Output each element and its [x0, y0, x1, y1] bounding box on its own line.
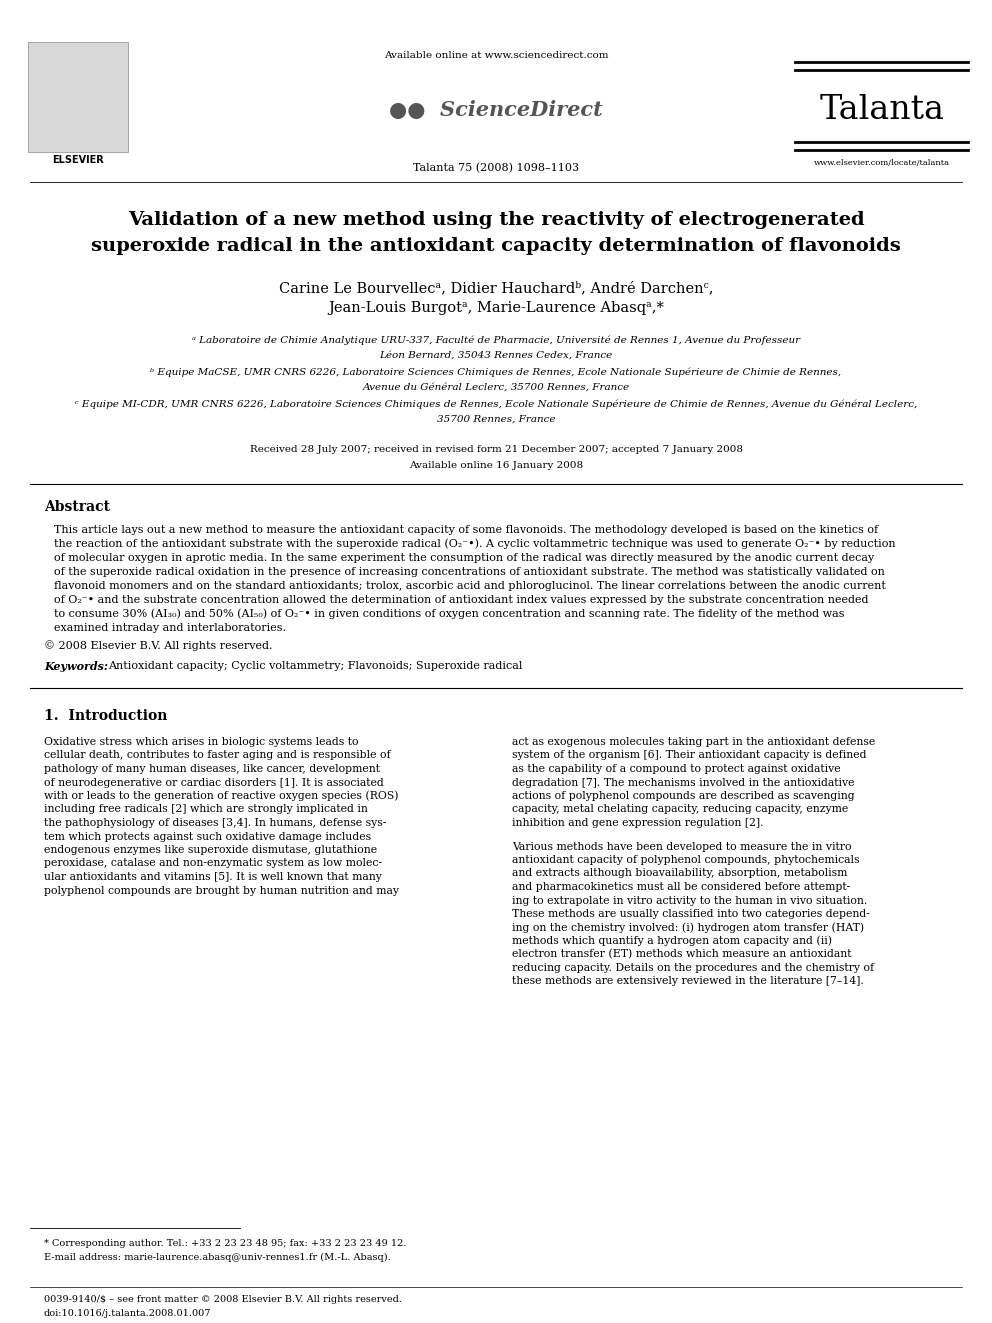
Text: Keywords:: Keywords:: [44, 660, 108, 672]
Bar: [28, 42, 128, 152]
Text: Validation of a new method using the reactivity of electrogenerated: Validation of a new method using the rea…: [128, 210, 864, 229]
Text: of O₂⁻• and the substrate concentration allowed the determination of antioxidant: of O₂⁻• and the substrate concentration …: [54, 595, 869, 605]
Text: peroxidase, catalase and non-enzymatic system as low molec-: peroxidase, catalase and non-enzymatic s…: [44, 859, 382, 868]
Text: ELSEVIER: ELSEVIER: [53, 155, 104, 165]
Text: of the superoxide radical oxidation in the presence of increasing concentrations: of the superoxide radical oxidation in t…: [54, 568, 885, 577]
Text: Léon Bernard, 35043 Rennes Cedex, France: Léon Bernard, 35043 Rennes Cedex, France: [379, 351, 613, 360]
Text: ᵃ Laboratoire de Chimie Analytique URU-337, Faculté de Pharmacie, Université de : ᵃ Laboratoire de Chimie Analytique URU-3…: [191, 335, 801, 345]
Text: Talanta 75 (2008) 1098–1103: Talanta 75 (2008) 1098–1103: [413, 163, 579, 173]
Text: These methods are usually classified into two categories depend-: These methods are usually classified int…: [512, 909, 870, 919]
Text: reducing capacity. Details on the procedures and the chemistry of: reducing capacity. Details on the proced…: [512, 963, 874, 972]
Text: the reaction of the antioxidant substrate with the superoxide radical (O₂⁻•). A : the reaction of the antioxidant substrat…: [54, 538, 896, 549]
Text: 1.  Introduction: 1. Introduction: [44, 709, 168, 722]
Text: Avenue du Général Leclerc, 35700 Rennes, France: Avenue du Général Leclerc, 35700 Rennes,…: [362, 382, 630, 392]
Text: inhibition and gene expression regulation [2].: inhibition and gene expression regulatio…: [512, 818, 764, 828]
Text: ᶜ Equipe MI-CDR, UMR CNRS 6226, Laboratoire Sciences Chimiques de Rennes, Ecole : ᶜ Equipe MI-CDR, UMR CNRS 6226, Laborato…: [74, 400, 918, 409]
Text: ular antioxidants and vitamins [5]. It is well known that many: ular antioxidants and vitamins [5]. It i…: [44, 872, 382, 882]
Text: electron transfer (ET) methods which measure an antioxidant: electron transfer (ET) methods which mea…: [512, 950, 851, 959]
Text: Available online at www.sciencedirect.com: Available online at www.sciencedirect.co…: [384, 50, 608, 60]
Text: as the capability of a compound to protect against oxidative: as the capability of a compound to prote…: [512, 763, 840, 774]
Text: endogenous enzymes like superoxide dismutase, glutathione: endogenous enzymes like superoxide dismu…: [44, 845, 377, 855]
Text: examined intraday and interlaboratories.: examined intraday and interlaboratories.: [54, 623, 286, 632]
Text: tem which protects against such oxidative damage includes: tem which protects against such oxidativ…: [44, 831, 371, 841]
Text: and pharmacokinetics must all be considered before attempt-: and pharmacokinetics must all be conside…: [512, 882, 850, 892]
Text: methods which quantify a hydrogen atom capacity and (ii): methods which quantify a hydrogen atom c…: [512, 935, 832, 946]
Text: 35700 Rennes, France: 35700 Rennes, France: [436, 414, 556, 423]
Text: these methods are extensively reviewed in the literature [7–14].: these methods are extensively reviewed i…: [512, 976, 864, 987]
Text: of neurodegenerative or cardiac disorders [1]. It is associated: of neurodegenerative or cardiac disorder…: [44, 778, 384, 787]
Text: polyphenol compounds are brought by human nutrition and may: polyphenol compounds are brought by huma…: [44, 885, 399, 896]
Text: ᵇ Equipe MaCSE, UMR CNRS 6226, Laboratoire Sciences Chimiques de Rennes, Ecole N: ᵇ Equipe MaCSE, UMR CNRS 6226, Laboratoi…: [151, 368, 841, 377]
Text: Abstract: Abstract: [44, 500, 110, 515]
Text: act as exogenous molecules taking part in the antioxidant defense: act as exogenous molecules taking part i…: [512, 737, 875, 747]
Text: antioxidant capacity of polyphenol compounds, phytochemicals: antioxidant capacity of polyphenol compo…: [512, 855, 859, 865]
Text: actions of polyphenol compounds are described as scavenging: actions of polyphenol compounds are desc…: [512, 791, 855, 800]
Text: This article lays out a new method to measure the antioxidant capacity of some f: This article lays out a new method to me…: [54, 525, 878, 534]
Text: pathology of many human diseases, like cancer, development: pathology of many human diseases, like c…: [44, 763, 380, 774]
Text: cellular death, contributes to faster aging and is responsible of: cellular death, contributes to faster ag…: [44, 750, 391, 761]
Text: Various methods have been developed to measure the in vitro: Various methods have been developed to m…: [512, 841, 851, 852]
Text: including free radicals [2] which are strongly implicated in: including free radicals [2] which are st…: [44, 804, 368, 815]
Text: ing on the chemistry involved: (i) hydrogen atom transfer (HAT): ing on the chemistry involved: (i) hydro…: [512, 922, 864, 933]
Text: Talanta: Talanta: [819, 94, 944, 126]
Text: degradation [7]. The mechanisms involved in the antioxidative: degradation [7]. The mechanisms involved…: [512, 778, 854, 787]
Text: Received 28 July 2007; received in revised form 21 December 2007; accepted 7 Jan: Received 28 July 2007; received in revis…: [250, 446, 742, 455]
Text: superoxide radical in the antioxidant capacity determination of flavonoids: superoxide radical in the antioxidant ca…: [91, 237, 901, 255]
Text: doi:10.1016/j.talanta.2008.01.007: doi:10.1016/j.talanta.2008.01.007: [44, 1308, 211, 1318]
Text: the pathophysiology of diseases [3,4]. In humans, defense sys-: the pathophysiology of diseases [3,4]. I…: [44, 818, 386, 828]
Text: © 2008 Elsevier B.V. All rights reserved.: © 2008 Elsevier B.V. All rights reserved…: [44, 640, 273, 651]
Text: E-mail address: marie-laurence.abasq@univ-rennes1.fr (M.-L. Abasq).: E-mail address: marie-laurence.abasq@uni…: [44, 1253, 391, 1262]
Text: ing to extrapolate in vitro activity to the human in vivo situation.: ing to extrapolate in vitro activity to …: [512, 896, 867, 905]
Text: capacity, metal chelating capacity, reducing capacity, enzyme: capacity, metal chelating capacity, redu…: [512, 804, 848, 815]
Text: flavonoid monomers and on the standard antioxidants; trolox, ascorbic acid and p: flavonoid monomers and on the standard a…: [54, 581, 886, 591]
Text: 0039-9140/$ – see front matter © 2008 Elsevier B.V. All rights reserved.: 0039-9140/$ – see front matter © 2008 El…: [44, 1295, 402, 1304]
Text: Antioxidant capacity; Cyclic voltammetry; Flavonoids; Superoxide radical: Antioxidant capacity; Cyclic voltammetry…: [108, 662, 523, 671]
Text: Oxidative stress which arises in biologic systems leads to: Oxidative stress which arises in biologi…: [44, 737, 358, 747]
Text: Available online 16 January 2008: Available online 16 January 2008: [409, 460, 583, 470]
Text: ●●  ScienceDirect: ●● ScienceDirect: [389, 101, 603, 120]
Text: www.elsevier.com/locate/talanta: www.elsevier.com/locate/talanta: [814, 159, 950, 167]
Text: of molecular oxygen in aprotic media. In the same experiment the consumption of : of molecular oxygen in aprotic media. In…: [54, 553, 874, 564]
Text: Jean-Louis Burgotᵃ, Marie-Laurence Abasqᵃ,*: Jean-Louis Burgotᵃ, Marie-Laurence Abasq…: [328, 302, 664, 315]
Text: with or leads to the generation of reactive oxygen species (ROS): with or leads to the generation of react…: [44, 791, 399, 802]
Text: system of the organism [6]. Their antioxidant capacity is defined: system of the organism [6]. Their antiox…: [512, 750, 866, 761]
Text: to consume 30% (AI₃₀) and 50% (AI₅₀) of O₂⁻• in given conditions of oxygen conce: to consume 30% (AI₃₀) and 50% (AI₅₀) of …: [54, 609, 844, 619]
Text: Carine Le Bourvellecᵃ, Didier Hauchardᵇ, André Darchenᶜ,: Carine Le Bourvellecᵃ, Didier Hauchardᵇ,…: [279, 280, 713, 295]
Text: * Corresponding author. Tel.: +33 2 23 23 48 95; fax: +33 2 23 23 49 12.: * Corresponding author. Tel.: +33 2 23 2…: [44, 1238, 407, 1248]
Text: and extracts although bioavailability, absorption, metabolism: and extracts although bioavailability, a…: [512, 868, 847, 878]
